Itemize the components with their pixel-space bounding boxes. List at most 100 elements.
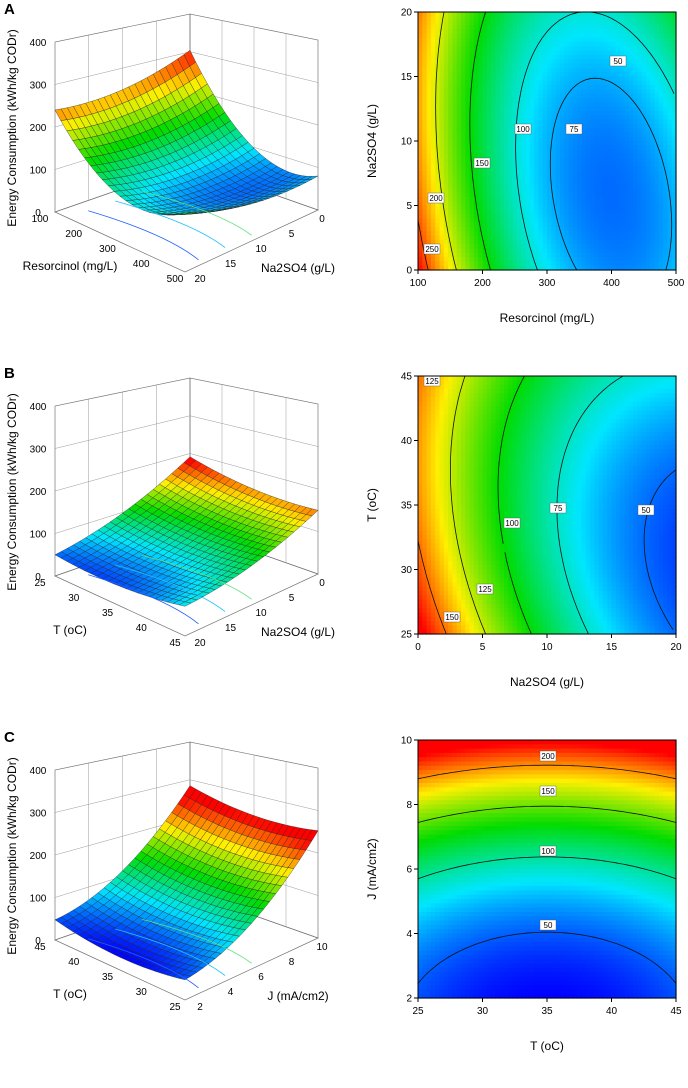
heatmap-cell xyxy=(422,184,428,189)
heatmap-cell xyxy=(671,93,677,99)
heatmap-cell xyxy=(439,248,445,254)
heatmap-cell xyxy=(504,227,509,232)
heatmap-cell xyxy=(430,115,436,121)
heatmap-cell xyxy=(491,59,496,65)
heatmap-cell xyxy=(473,72,479,78)
heatmap-cell xyxy=(516,141,522,146)
heatmap-cell xyxy=(435,252,441,258)
heatmap-cell xyxy=(422,175,428,181)
heatmap-cell xyxy=(564,119,570,125)
heatmap-cell xyxy=(564,55,570,60)
heatmap-cell xyxy=(430,72,436,78)
heatmap-cell xyxy=(452,24,458,30)
heatmap-cell xyxy=(456,231,462,237)
heatmap-cell xyxy=(581,16,587,22)
heatmap-cell xyxy=(598,115,604,121)
heatmap-cell xyxy=(594,93,600,99)
heatmap-cell xyxy=(430,149,436,155)
heatmap-cell xyxy=(577,201,582,207)
heatmap-cell xyxy=(508,46,514,52)
heatmap-cell xyxy=(564,153,570,159)
heatmap-cell xyxy=(443,380,449,386)
heatmap-cell xyxy=(667,227,673,232)
heatmap-cell xyxy=(624,201,630,207)
heatmap-cell xyxy=(418,59,423,65)
heatmap-cell xyxy=(478,98,484,103)
heatmap-cell xyxy=(504,29,509,35)
heatmap-cell xyxy=(624,29,630,35)
heatmap-cell xyxy=(486,239,492,245)
heatmap-cell xyxy=(512,158,518,164)
heatmap-cell xyxy=(581,24,587,30)
heatmap-cell xyxy=(538,76,544,82)
heatmap-cell xyxy=(555,59,561,65)
heatmap-cell xyxy=(641,252,647,258)
heatmap-cell xyxy=(443,158,449,164)
heatmap-cell xyxy=(564,235,570,241)
heatmap-cell xyxy=(671,141,677,146)
heatmap-cell xyxy=(495,76,501,82)
heatmap-cell xyxy=(564,24,570,30)
heatmap-cell xyxy=(637,222,643,228)
heatmap-cell xyxy=(671,46,677,52)
heatmap-cell xyxy=(577,218,582,224)
heatmap-cell xyxy=(568,93,574,99)
heatmap-cell xyxy=(529,123,535,129)
heatmap-cell xyxy=(663,136,668,142)
heatmap-cell xyxy=(598,123,604,129)
heatmap-cell xyxy=(572,393,578,399)
heatmap-cell xyxy=(529,37,535,43)
heatmap-cell xyxy=(426,128,432,133)
heatmap-cell xyxy=(443,16,449,22)
heatmap-cell xyxy=(602,132,608,138)
heatmap-cell xyxy=(495,110,501,116)
heatmap-cell xyxy=(418,175,423,181)
heatmap-cell xyxy=(594,37,600,43)
heatmap-cell xyxy=(469,179,475,185)
heatmap-cell xyxy=(624,110,630,116)
heatmap-cell xyxy=(633,63,638,69)
heatmap-cell xyxy=(645,16,651,22)
heatmap-cell xyxy=(542,166,548,172)
heatmap-cell xyxy=(641,205,647,211)
heatmap-cell xyxy=(615,201,621,207)
heatmap-cell xyxy=(645,158,651,164)
heatmap-cell xyxy=(516,162,522,168)
heatmap-cell xyxy=(486,42,492,47)
heatmap-cell xyxy=(465,196,471,202)
heatmap-cell xyxy=(504,171,509,176)
heatmap-cell xyxy=(667,231,673,237)
heatmap-cell xyxy=(482,63,488,69)
heatmap-cell xyxy=(624,388,630,394)
heatmap-cell xyxy=(486,115,492,121)
heatmap-cell xyxy=(663,46,668,52)
heatmap-cell xyxy=(620,171,625,176)
heatmap-cell xyxy=(598,59,604,65)
heatmap-cell xyxy=(658,231,664,237)
heatmap-cell xyxy=(547,393,552,399)
heatmap-cell xyxy=(435,29,441,35)
heatmap-cell xyxy=(512,98,518,103)
heatmap-cell xyxy=(499,235,505,241)
heatmap-cell xyxy=(590,37,595,43)
heatmap-cell xyxy=(663,201,668,207)
heatmap-cell xyxy=(456,102,462,108)
heatmap-cell xyxy=(602,93,608,99)
heatmap-cell xyxy=(607,239,613,245)
heatmap-cell xyxy=(521,376,527,381)
heatmap-cell xyxy=(452,33,458,39)
heatmap-cell xyxy=(615,162,621,168)
heatmap-cell xyxy=(538,205,544,211)
heatmap-cell xyxy=(452,67,458,73)
heatmap-cell xyxy=(641,239,647,245)
heatmap-cell xyxy=(663,162,668,168)
heatmap-cell xyxy=(525,102,531,108)
heatmap-cell xyxy=(620,205,625,211)
heatmap-cell xyxy=(602,214,608,219)
heatmap-cell xyxy=(555,93,561,99)
heatmap-cell xyxy=(439,376,445,381)
heatmap-cell xyxy=(461,158,466,164)
heatmap-cell xyxy=(448,115,453,121)
heatmap-cell xyxy=(654,29,660,35)
heatmap-cell xyxy=(641,145,647,151)
